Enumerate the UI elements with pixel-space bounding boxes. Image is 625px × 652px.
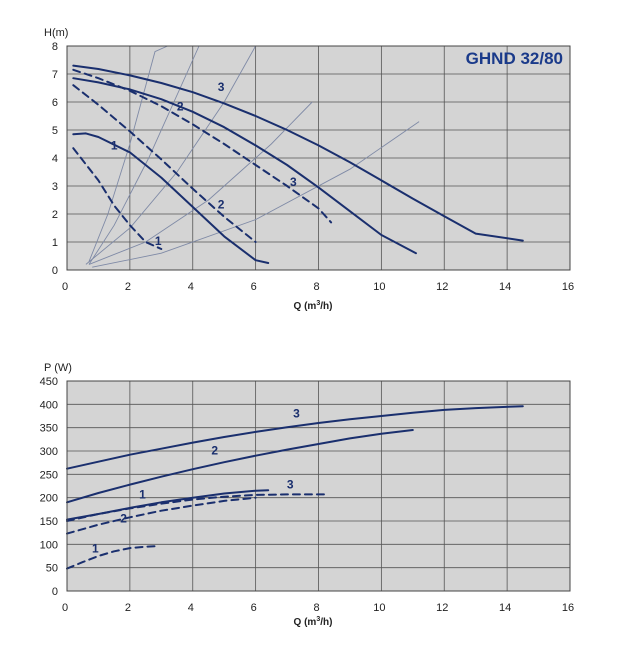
y-tick-label: 7 <box>52 69 58 81</box>
series-line-speed-2-solid <box>72 77 417 255</box>
x-tick-label: 14 <box>499 602 511 614</box>
x-tick-label: 0 <box>62 602 68 614</box>
curve-label: 3 <box>218 80 225 94</box>
curve-label: 2 <box>120 511 127 525</box>
y-tick-label: 250 <box>40 469 58 481</box>
power-y-ticks: 0 50 100 150 200 250 300 350 400 450 <box>40 376 58 598</box>
y-tick-label: 0 <box>52 265 58 277</box>
head-title: GHND 32/80 <box>466 49 563 68</box>
x-tick-label: 2 <box>125 281 131 293</box>
x-tick-label: 16 <box>562 602 574 614</box>
series-line-speed-3-solid <box>72 64 524 242</box>
series-line-speed-1-solid <box>66 489 270 521</box>
curve-label: 2 <box>177 99 184 113</box>
y-tick-label: 3 <box>52 181 58 193</box>
x-tick-label: 12 <box>436 602 448 614</box>
series-line-speed-1-solid <box>72 132 270 264</box>
power-x-ticks: 0 2 4 6 8 10 12 14 16 <box>62 602 574 614</box>
power-y-axis-label: P (W) <box>44 362 72 374</box>
curve-label: 2 <box>211 444 218 458</box>
series-line-speed-2-solid <box>66 429 414 504</box>
power-x-axis-label-end: /h) <box>320 617 332 628</box>
iso-efficiency-line <box>85 45 256 265</box>
y-tick-label: 8 <box>52 41 58 53</box>
y-tick-label: 200 <box>40 493 58 505</box>
x-tick-label: 2 <box>125 602 131 614</box>
curve-label: 1 <box>92 542 99 556</box>
y-tick-label: 350 <box>40 423 58 435</box>
x-tick-label: 10 <box>373 602 385 614</box>
series-line-speed-2-dashed <box>66 496 257 535</box>
curve-label: 3 <box>290 175 297 189</box>
head-y-axis-label: H(m) <box>44 27 68 39</box>
y-tick-label: 50 <box>46 563 58 575</box>
curve-label: 1 <box>111 139 118 153</box>
curve-label: 3 <box>293 406 300 420</box>
head-plot-frame <box>66 45 571 271</box>
x-tick-label: 16 <box>562 281 574 293</box>
power-x-axis-label-main: Q (m <box>294 617 317 628</box>
x-tick-label: 8 <box>313 602 319 614</box>
series-line-speed-1-dashed <box>72 147 163 250</box>
x-tick-label: 6 <box>251 281 257 293</box>
y-tick-label: 450 <box>40 376 58 388</box>
series-line-speed-3-solid <box>66 405 524 470</box>
head-x-axis-label: Q (m3/h) <box>294 300 333 312</box>
curve-label: 3 <box>287 477 294 491</box>
iso-efficiency-line <box>92 121 420 268</box>
head-x-axis-label-end: /h) <box>320 301 332 312</box>
x-tick-label: 4 <box>188 281 194 293</box>
curve-label: 1 <box>139 488 146 502</box>
head-x-axis-label-sup: 3 <box>316 300 320 307</box>
head-series <box>72 64 524 264</box>
head-y-ticks: 0 1 2 3 4 5 6 7 8 <box>52 41 58 277</box>
power-plot-frame <box>66 380 571 592</box>
x-tick-label: 4 <box>188 602 194 614</box>
y-tick-label: 2 <box>52 209 58 221</box>
y-tick-label: 6 <box>52 97 58 109</box>
head-x-axis-label-main: Q (m <box>294 301 317 312</box>
x-tick-label: 10 <box>373 281 385 293</box>
x-tick-label: 0 <box>62 281 68 293</box>
y-tick-label: 400 <box>40 399 58 411</box>
x-tick-label: 8 <box>313 281 319 293</box>
power-series <box>66 405 524 570</box>
curve-label: 1 <box>155 234 162 248</box>
iso-efficiency-line <box>88 45 168 262</box>
x-tick-label: 14 <box>499 281 511 293</box>
head-curve-labels: 3 2 1 3 2 1 <box>111 80 297 248</box>
power-x-axis-label-sup: 3 <box>316 616 320 623</box>
y-tick-label: 100 <box>40 539 58 551</box>
head-x-ticks: 0 2 4 6 8 10 12 14 16 <box>62 281 574 293</box>
y-tick-label: 0 <box>52 586 58 598</box>
x-tick-label: 12 <box>436 281 448 293</box>
x-tick-label: 6 <box>251 602 257 614</box>
y-tick-label: 5 <box>52 125 58 137</box>
y-tick-label: 300 <box>40 446 58 458</box>
series-line-speed-1-dashed <box>66 545 156 570</box>
y-tick-label: 150 <box>40 516 58 528</box>
series-line-speed-2-dashed <box>72 84 257 243</box>
series-line-speed-3-dashed <box>72 68 333 224</box>
power-x-axis-label: Q (m3/h) <box>294 616 333 628</box>
iso-efficiency-line <box>88 45 200 265</box>
curve-label: 2 <box>218 197 225 211</box>
y-tick-label: 1 <box>52 237 58 249</box>
y-tick-label: 4 <box>52 153 58 165</box>
